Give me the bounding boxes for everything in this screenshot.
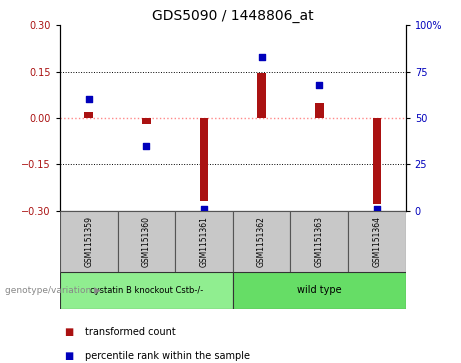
Bar (200, 118, 208, 201)
Text: GSM1151359: GSM1151359 (84, 216, 93, 267)
Bar (60, 272, 233, 309)
Bar (257, 73, 266, 118)
Text: cystatin B knockout Cstb-/-: cystatin B knockout Cstb-/- (90, 286, 203, 295)
Point (258, 54, 266, 60)
Point (85, 97, 92, 102)
Bar (348, 211, 406, 272)
Text: genotype/variation ▶: genotype/variation ▶ (5, 286, 100, 295)
Bar (118, 211, 175, 272)
Text: GSM1151360: GSM1151360 (142, 216, 151, 267)
Text: wild type: wild type (297, 285, 342, 295)
Text: transformed count: transformed count (85, 327, 176, 337)
Bar (372, 118, 381, 204)
Point (142, 143, 150, 149)
Bar (233, 211, 290, 272)
Text: ■: ■ (65, 351, 74, 361)
Text: ■: ■ (65, 327, 74, 337)
Bar (290, 211, 348, 272)
Bar (142, 118, 151, 124)
Text: percentile rank within the sample: percentile rank within the sample (85, 351, 250, 361)
Text: GSM1151364: GSM1151364 (372, 216, 381, 267)
Point (200, 206, 207, 212)
Bar (315, 102, 324, 118)
Point (373, 206, 381, 212)
Point (315, 82, 323, 87)
Bar (84, 112, 93, 118)
Text: GSM1151361: GSM1151361 (200, 216, 208, 267)
Bar (233, 272, 406, 309)
Text: GSM1151363: GSM1151363 (315, 216, 324, 267)
Title: GDS5090 / 1448806_at: GDS5090 / 1448806_at (152, 9, 313, 23)
Text: GSM1151362: GSM1151362 (257, 216, 266, 267)
Bar (60, 211, 118, 272)
Bar (175, 211, 233, 272)
